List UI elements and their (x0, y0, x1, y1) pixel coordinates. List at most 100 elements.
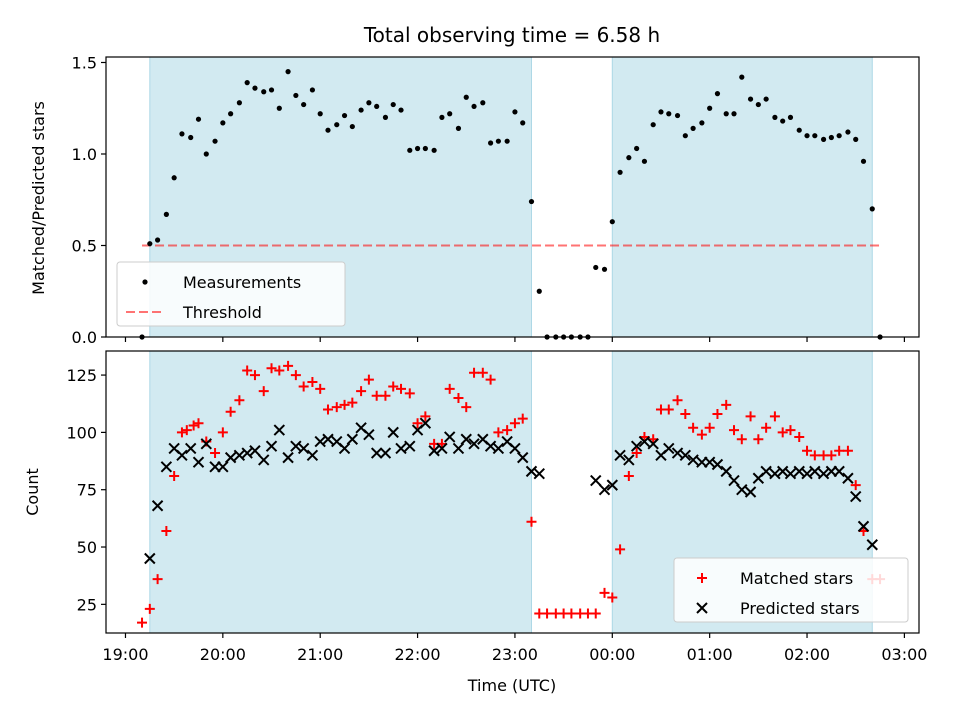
measurement-point (171, 175, 177, 181)
measurement-point (860, 158, 867, 164)
matched-star-point (144, 603, 155, 614)
matched-star-point (322, 404, 333, 415)
predicted-star-point (630, 440, 643, 452)
predicted-star-point (314, 435, 326, 448)
measurement-point (228, 111, 234, 117)
measurement-point (301, 101, 307, 108)
measurement-point (690, 125, 696, 131)
measurement-point (707, 105, 713, 111)
matched-star-point (542, 608, 553, 619)
measurement-point (836, 133, 842, 139)
matched-star-point (412, 418, 423, 429)
x-tick-label: 22:00 (395, 645, 441, 664)
measurement-point (812, 133, 818, 139)
matched-star-point (721, 399, 732, 410)
matched-star-point (502, 425, 513, 436)
x-tick-label: 21:00 (297, 645, 343, 664)
y-tick-label: 0.0 (72, 328, 97, 347)
predicted-star-point (809, 465, 821, 478)
measurement-point (641, 158, 648, 164)
predicted-star-point (833, 465, 845, 478)
measurement-point (366, 100, 372, 106)
predicted-star-point (363, 428, 375, 441)
matched-star-point (826, 450, 837, 461)
matched-star-point (380, 390, 391, 401)
matched-star-point (249, 370, 260, 381)
matched-star-point (347, 397, 358, 408)
matched-star-point (234, 395, 245, 406)
matched-star-point (493, 427, 504, 438)
predicted-star-point (395, 442, 407, 455)
matched-star-point (290, 370, 301, 381)
predicted-star-point (265, 440, 278, 452)
predicted-star-point (679, 449, 692, 462)
predicted-star-point (322, 433, 334, 445)
measurement-point (244, 80, 250, 86)
predicted-star-point (598, 483, 611, 496)
legend-label: Matched stars (740, 569, 853, 588)
predicted-star-point (241, 447, 253, 459)
measurement-point (747, 96, 754, 102)
matched-star-point (477, 367, 488, 378)
measurement-point (163, 211, 169, 217)
measurement-point (439, 114, 445, 120)
matched-star-point (663, 404, 674, 415)
measurement-point (699, 120, 705, 126)
matched-star-point (802, 445, 813, 456)
y-tick-label: 75 (77, 481, 97, 500)
measurement-point (268, 87, 275, 93)
predicted-star-point (736, 483, 748, 496)
predicted-star-point (623, 454, 635, 466)
measurement-point (772, 114, 778, 120)
measurement-point (480, 100, 486, 106)
measurement-point (617, 169, 623, 175)
predicted-star-point (850, 490, 862, 503)
predicted-star-point (273, 424, 286, 436)
measurement-point (276, 105, 282, 111)
measurement-point (414, 145, 421, 152)
predicted-star-point (443, 431, 456, 443)
measurement-point (869, 206, 875, 212)
predicted-star-point (793, 465, 805, 478)
y-tick-label: 50 (77, 538, 97, 557)
matched-star-point (615, 544, 626, 555)
x-tick-label: 19:00 (102, 645, 148, 664)
matched-star-point (363, 374, 374, 385)
matched-star-point (283, 360, 294, 371)
bottom-y-axis-label: Count (23, 468, 42, 516)
matched-star-point (258, 386, 269, 397)
predicted-star-point (509, 442, 521, 455)
measurement-point (674, 112, 681, 119)
predicted-star-point (224, 451, 237, 464)
legend: Measurements Threshold (116, 261, 346, 327)
measurement-point (390, 101, 396, 108)
measurement-point (520, 120, 526, 126)
predicted-star-point (404, 440, 416, 452)
predicted-star-point (663, 442, 675, 455)
predicted-star-point (428, 445, 440, 457)
predicted-star-point (460, 433, 472, 445)
measurement-point (487, 140, 494, 146)
matched-star-point (736, 434, 747, 445)
matched-star-point (356, 386, 367, 397)
measurement-point (358, 107, 364, 113)
matched-star-point (193, 418, 204, 429)
measurement-point (755, 101, 761, 108)
measurement-point (609, 219, 615, 225)
matched-star-point (834, 445, 845, 456)
measurement-point (512, 109, 518, 115)
matched-star-point (453, 393, 464, 403)
measurement-point (203, 151, 209, 157)
matched-star-point (526, 516, 537, 527)
measurement-point (155, 237, 161, 243)
matched-star-point (225, 406, 236, 417)
measurement-point (504, 138, 510, 144)
matched-star-point (631, 448, 642, 459)
predicted-star-point (387, 426, 399, 439)
predicted-star-point (452, 442, 465, 455)
predicted-star-point (306, 449, 319, 462)
matched-star-point (331, 402, 342, 413)
x-tick-label: 20:00 (200, 645, 246, 664)
measurement-point (349, 123, 355, 130)
predicted-star-point (533, 467, 545, 480)
